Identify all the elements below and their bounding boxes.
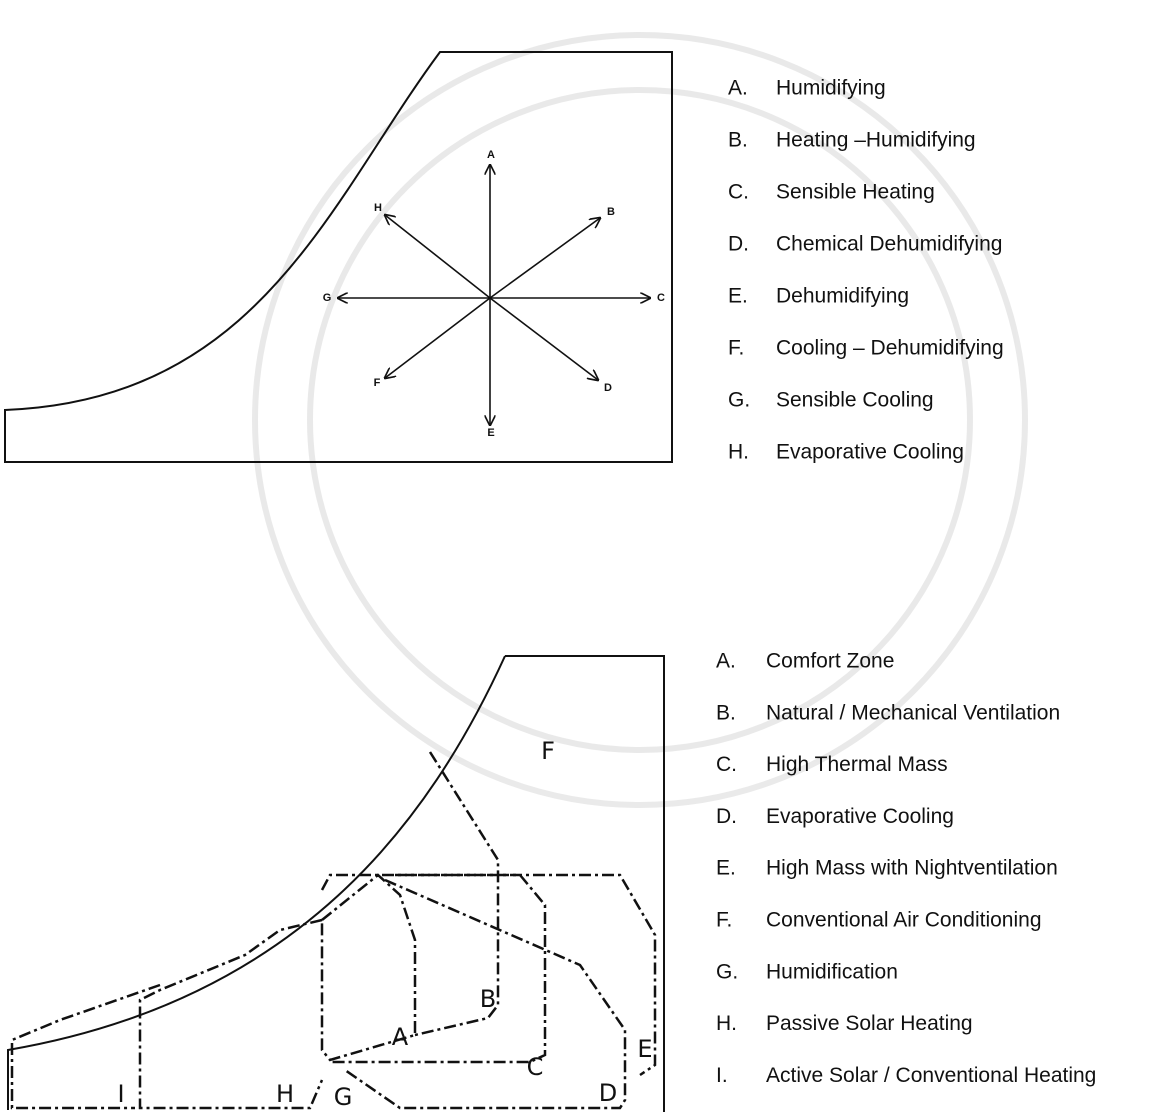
legend-text: Chemical Dehumidifying [776, 233, 1002, 256]
legend-letter: E. [728, 285, 748, 308]
legend-text: High Mass with Nightventilation [766, 857, 1058, 880]
legend-text: Dehumidifying [776, 285, 909, 308]
chart-frame [7, 655, 665, 1112]
legend-letter: C. [716, 753, 737, 776]
legend-letter: D. [728, 233, 749, 256]
legend-letter: F. [728, 337, 744, 360]
process-arrow [385, 215, 491, 299]
process-arrow [385, 297, 491, 378]
arrow-label: G [323, 292, 332, 304]
legend-letter: A. [728, 77, 748, 100]
legend-text: Heating –Humidifying [776, 129, 976, 152]
arrow-label: H [374, 202, 382, 214]
legend-letter: E. [716, 857, 736, 880]
zone-label: D [599, 1079, 617, 1107]
zone-label: E [637, 1035, 652, 1063]
zone-label: H [276, 1080, 294, 1108]
legend-text: Evaporative Cooling [776, 441, 964, 464]
legend-text: Active Solar / Conventional Heating [766, 1064, 1096, 1087]
zone-outline [10, 983, 161, 1110]
legend-text: High Thermal Mass [766, 753, 948, 776]
process-arrow [489, 218, 600, 299]
legend-letter: D. [716, 805, 737, 828]
arrow-label: A [487, 149, 495, 161]
legend-text: Sensible Heating [776, 181, 935, 204]
legend-text: Comfort Zone [766, 650, 894, 673]
legend-letter: H. [728, 441, 749, 464]
zone-outline [395, 873, 657, 1077]
legend-letter: B. [728, 129, 748, 152]
chart-frame [4, 51, 673, 463]
zone-outline [138, 918, 324, 1110]
legend-text: Passive Solar Heating [766, 1012, 973, 1035]
legend-letter: B. [716, 701, 736, 724]
zone-label: C [527, 1053, 544, 1081]
legend-text: Cooling – Dehumidifying [776, 337, 1004, 360]
legend-letter: G. [716, 960, 738, 983]
legend-letter: F. [716, 909, 732, 932]
zone-label: F [541, 737, 555, 765]
arrow-label: D [604, 382, 612, 394]
legend-text: Natural / Mechanical Ventilation [766, 701, 1060, 724]
zone-outline [320, 873, 417, 1062]
zone-outline [344, 878, 627, 1110]
zone-label: A [392, 1023, 409, 1051]
legend-letter: G. [728, 389, 750, 412]
legend-text: Evaporative Cooling [766, 805, 954, 828]
legend-text: Humidification [766, 960, 898, 983]
zone-label: G [334, 1083, 353, 1111]
arrow-label: B [607, 206, 615, 218]
strategy-diagram: F B A C ED G H I [7, 655, 665, 1112]
zone-outline [414, 751, 500, 1037]
legend-letter: C. [728, 181, 749, 204]
process-arrow [489, 297, 598, 380]
zone-label: B [480, 985, 496, 1013]
legend-text: Sensible Cooling [776, 389, 934, 412]
zone-outline [320, 873, 547, 1064]
legend-letter: H. [716, 1012, 737, 1035]
arrow-label: E [487, 427, 494, 439]
zone-label: I [117, 1080, 124, 1108]
legend-letter: I. [716, 1064, 728, 1087]
legend-text: Conventional Air Conditioning [766, 909, 1042, 932]
legend-letter: A. [716, 650, 736, 673]
arrow-label: F [374, 377, 381, 389]
watermark [252, 32, 1028, 808]
process-diagram: A B C D E F G H [4, 51, 673, 463]
arrow-label: C [657, 292, 665, 304]
legend-text: Humidifying [776, 77, 886, 100]
